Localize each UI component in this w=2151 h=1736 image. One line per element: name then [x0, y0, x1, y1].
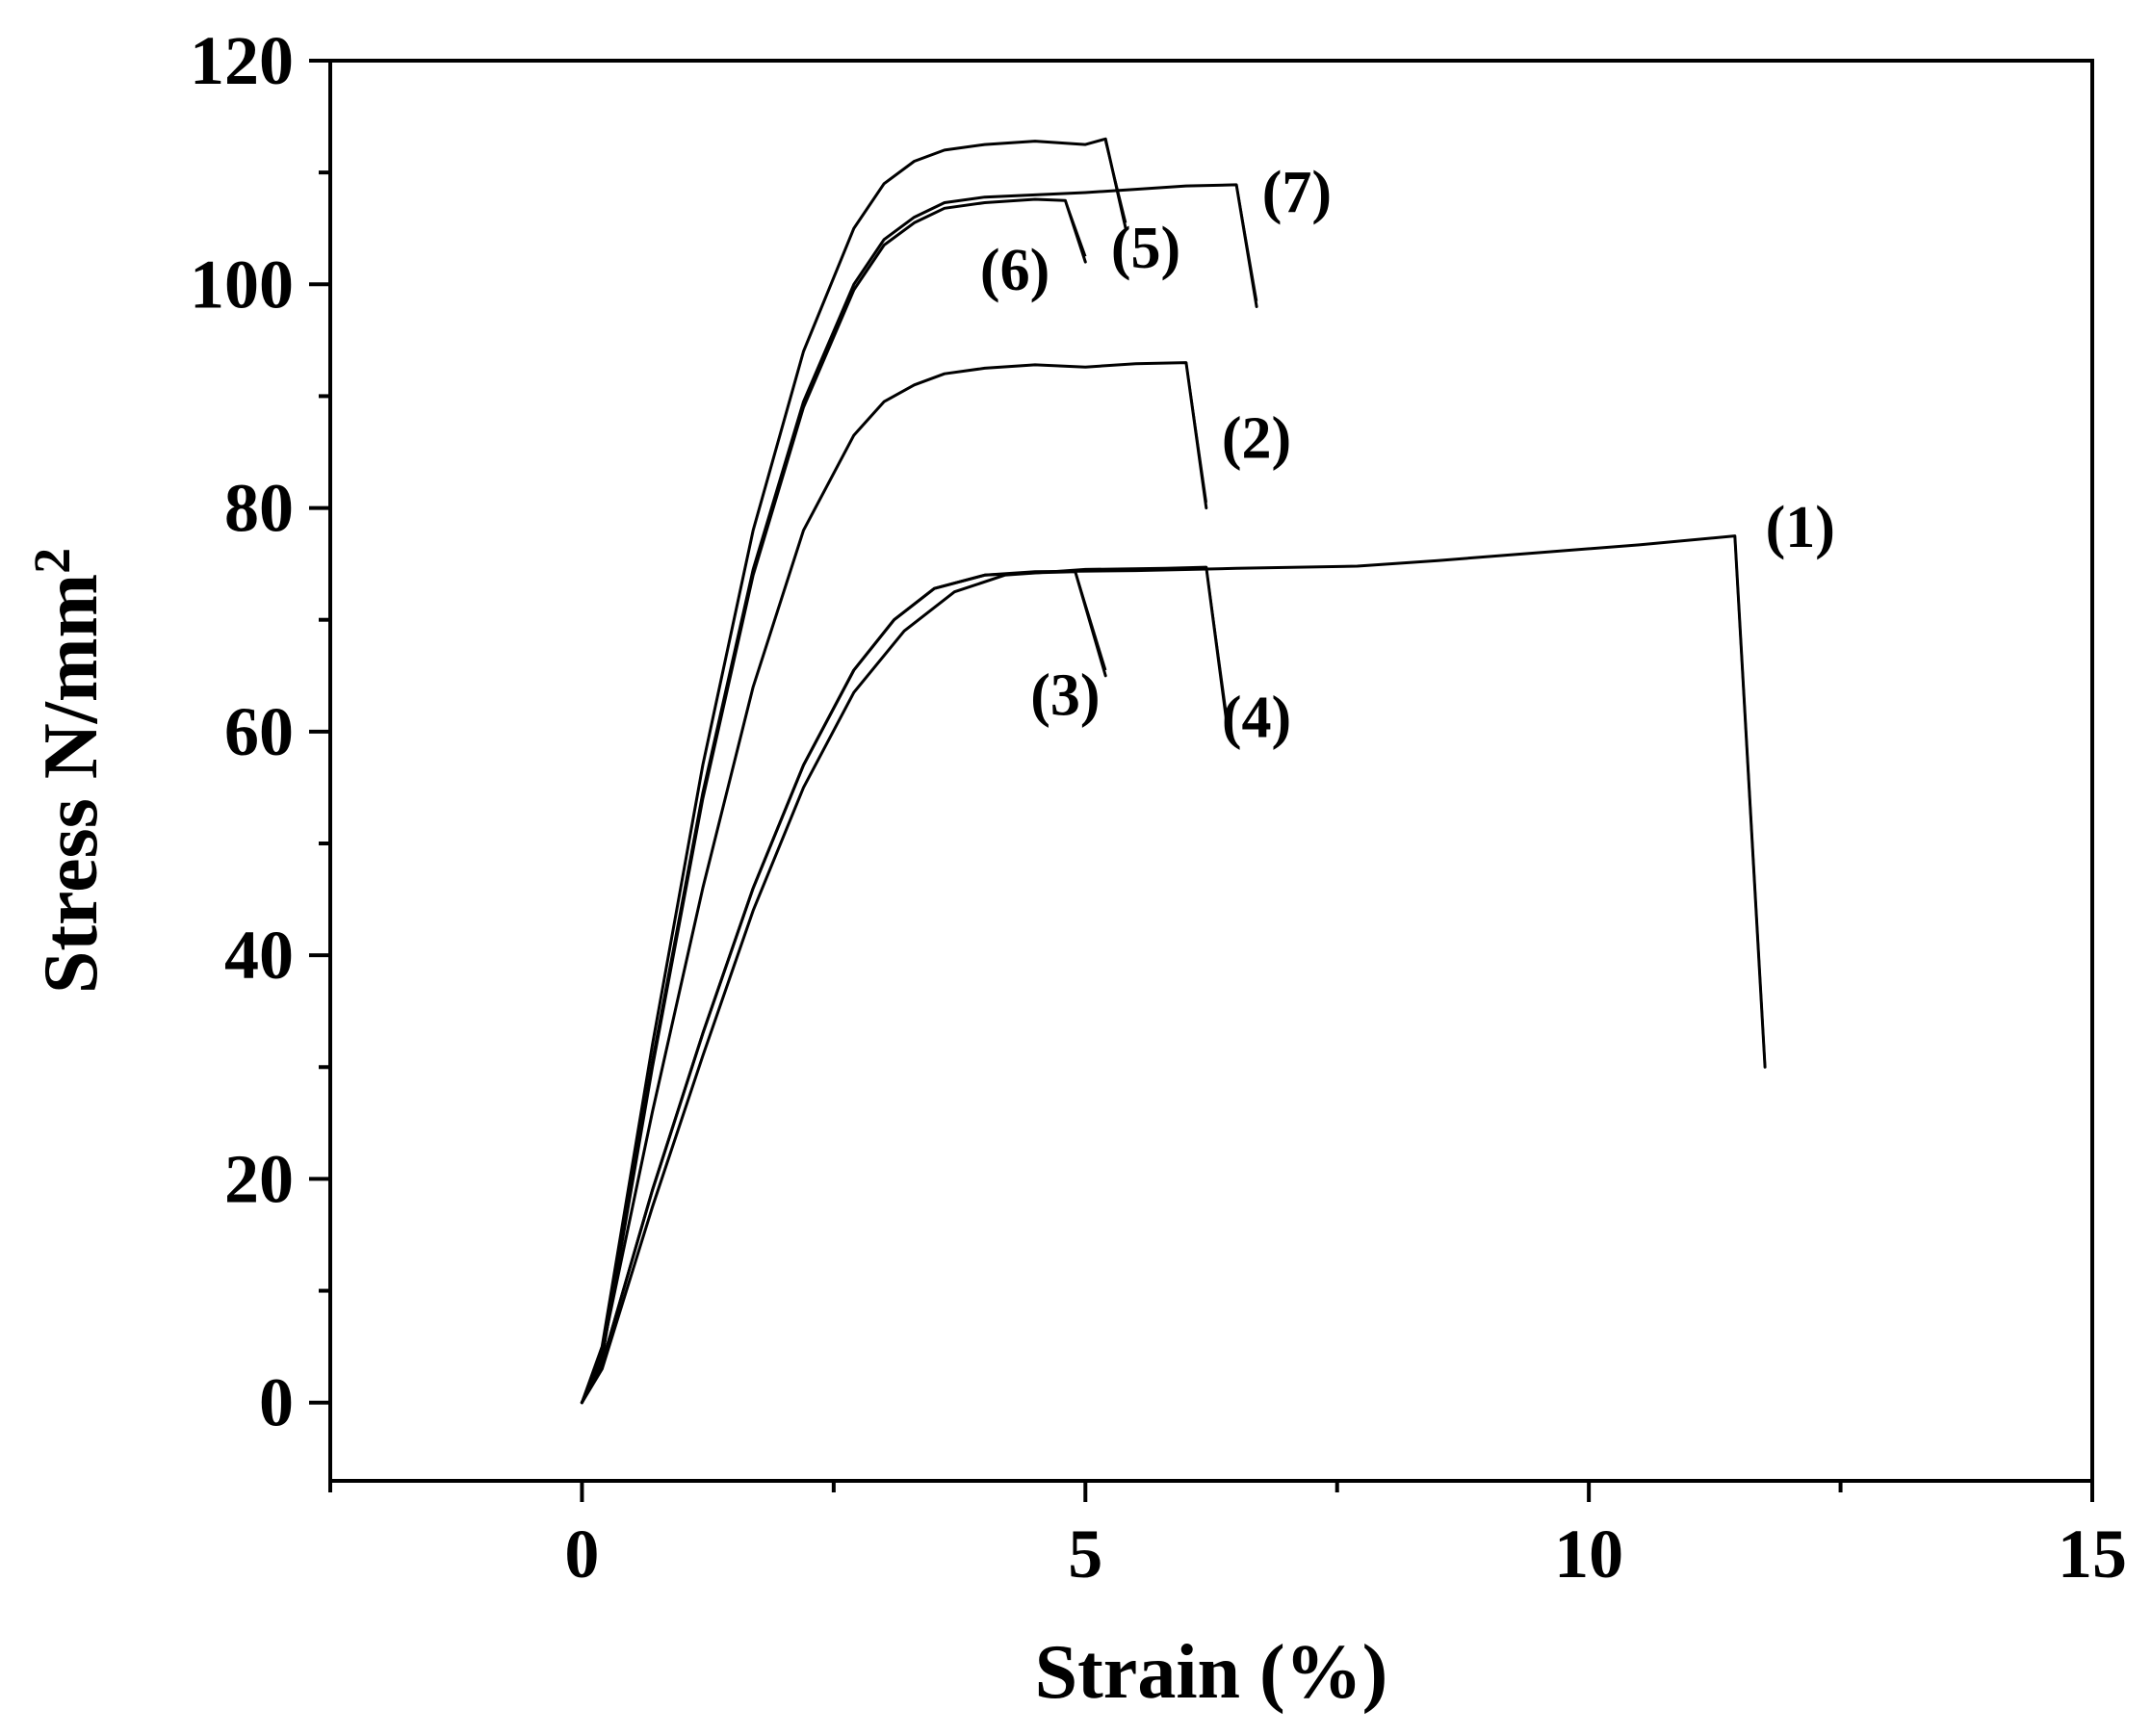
- curve-5: [580, 137, 1127, 1405]
- y-axis-title-superscript: 2: [23, 548, 81, 574]
- curve-label: (4): [1222, 686, 1291, 751]
- plot-frame: [328, 59, 2094, 1483]
- y-axis-title: Stress N/mm2: [23, 548, 114, 994]
- leader-line: [1205, 566, 1228, 715]
- curve-label: (1): [1766, 495, 1835, 560]
- x-tick-label: 5: [1068, 1516, 1102, 1593]
- curve-labels: (1) (2) (3) (4) (5) (6) (7): [980, 160, 1835, 751]
- curve-4: [580, 565, 1229, 1405]
- y-tick-label: 80: [224, 470, 294, 547]
- y-axis-title-main: Stress N/mm: [29, 574, 114, 994]
- y-axis-ticks: 0 20 40 60 80 100 120: [190, 22, 330, 1441]
- leader-lines: [1064, 141, 1767, 1068]
- y-tick-label: 40: [224, 917, 294, 994]
- curve-label: (6): [980, 238, 1050, 303]
- y-tick-label: 60: [224, 693, 294, 770]
- leader-line: [1074, 571, 1107, 671]
- curve-3: [580, 570, 1107, 1405]
- leader-line: [1103, 141, 1127, 223]
- x-tick-label: 10: [1554, 1516, 1623, 1593]
- curve-label: (2): [1222, 405, 1291, 471]
- curve-label: (5): [1111, 216, 1180, 281]
- x-tick-label: 0: [564, 1516, 599, 1593]
- y-tick-label: 0: [259, 1364, 294, 1441]
- y-tick-label: 100: [190, 246, 294, 323]
- curves: [580, 137, 1767, 1405]
- leader-line: [1234, 184, 1258, 301]
- x-tick-label: 15: [2058, 1516, 2127, 1593]
- y-tick-label: 20: [224, 1140, 294, 1217]
- curve-6: [580, 197, 1087, 1405]
- x-axis-ticks: 0 5 10 15: [328, 1481, 2127, 1593]
- plot-area: 0 20 40 60 80 100 120 0 5 10 15 (1) (2) (3) (4) (5) (6…: [190, 22, 2127, 1593]
- leader-line: [1184, 362, 1208, 503]
- curve-2: [580, 361, 1208, 1405]
- y-tick-label: 120: [190, 22, 294, 99]
- leader-line: [1064, 199, 1087, 257]
- leader-line: [1733, 535, 1767, 1068]
- curve-label: (7): [1262, 160, 1332, 225]
- curve-label: (3): [1030, 662, 1100, 728]
- curve-7: [580, 183, 1258, 1405]
- x-axis-title: Strain (%): [1035, 1630, 1388, 1715]
